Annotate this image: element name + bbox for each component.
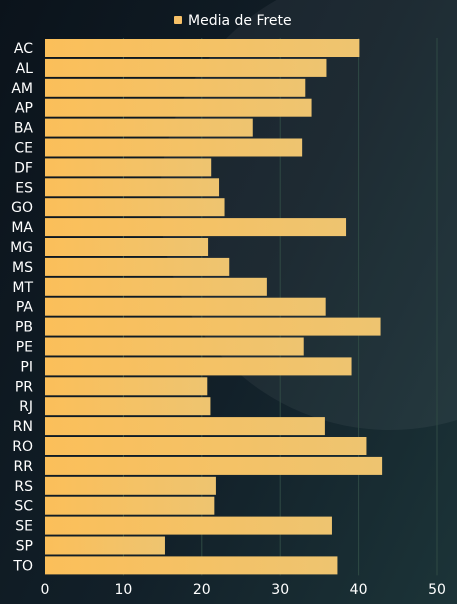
bar-ro[interactable] (45, 437, 367, 455)
x-tick-label: 10 (114, 582, 132, 598)
category-label-go: GO (11, 200, 33, 216)
category-label-ac: AC (14, 41, 33, 57)
bar-ba[interactable] (45, 118, 253, 137)
bar-se[interactable] (45, 516, 332, 535)
category-label-ap: AP (15, 101, 33, 117)
bar-mg[interactable] (45, 238, 209, 256)
category-label-ce: CE (14, 141, 33, 157)
category-label-pa: PA (16, 300, 34, 316)
category-label-pb: PB (15, 320, 33, 336)
x-tick-label: 20 (193, 582, 211, 598)
x-tick-label: 30 (271, 582, 289, 598)
bar-ma[interactable] (45, 218, 347, 237)
bar-am[interactable] (45, 78, 306, 97)
category-label-to: TO (12, 558, 33, 574)
x-tick-label: 0 (41, 582, 50, 598)
category-label-df: DF (14, 160, 33, 176)
category-label-sp: SP (16, 539, 33, 555)
category-label-ma: MA (11, 220, 33, 236)
bar-rr[interactable] (45, 456, 383, 475)
bar-pe[interactable] (45, 337, 304, 356)
bar-es[interactable] (45, 178, 220, 197)
category-label-ms: MS (12, 260, 33, 276)
category-label-pe: PE (16, 340, 33, 356)
bar-pr[interactable] (45, 377, 208, 396)
bar-pb[interactable] (45, 317, 381, 336)
bar-ac[interactable] (45, 39, 360, 57)
bar-ce[interactable] (45, 138, 303, 157)
bar-rn[interactable] (45, 417, 325, 436)
bar-rs[interactable] (45, 476, 216, 495)
category-label-sc: SC (14, 499, 33, 515)
category-label-rj: RJ (19, 399, 33, 415)
category-label-rn: RN (13, 419, 33, 435)
x-tick-label: 50 (428, 582, 446, 598)
category-label-am: AM (11, 81, 33, 97)
bar-sp[interactable] (45, 536, 165, 555)
legend-label: Media de Frete (188, 13, 292, 29)
category-label-ro: RO (12, 439, 33, 455)
bar-df[interactable] (45, 158, 212, 177)
bar-to[interactable] (45, 556, 338, 575)
category-label-mg: MG (10, 240, 33, 256)
category-label-mt: MT (12, 280, 33, 296)
bar-ap[interactable] (45, 98, 312, 117)
bar-ms[interactable] (45, 257, 230, 276)
bars (45, 39, 383, 575)
category-label-rs: RS (14, 479, 33, 495)
category-label-pr: PR (15, 379, 33, 395)
bar-go[interactable] (45, 198, 225, 217)
category-label-rr: RR (14, 459, 34, 475)
bar-pa[interactable] (45, 297, 326, 316)
category-label-se: SE (15, 519, 33, 535)
category-labels: AC AL AM AP BA CE DF ES GO MA MG MS MT PA PB PE PI PR RJ RN… (10, 41, 33, 574)
chart-legend[interactable]: Media de Frete (174, 13, 292, 29)
x-tick-label: 40 (350, 582, 368, 598)
x-axis-ticks: 0 10 20 30 40 50 (41, 582, 446, 598)
category-label-pi: PI (20, 359, 33, 375)
category-label-al: AL (16, 61, 34, 77)
category-label-es: ES (15, 180, 33, 196)
bar-sc[interactable] (45, 496, 215, 515)
bar-al[interactable] (45, 58, 327, 77)
bar-mt[interactable] (45, 277, 267, 296)
category-label-ba: BA (14, 121, 34, 137)
bar-pi[interactable] (45, 357, 352, 376)
legend-swatch (174, 16, 182, 24)
bar-rj[interactable] (45, 397, 211, 416)
